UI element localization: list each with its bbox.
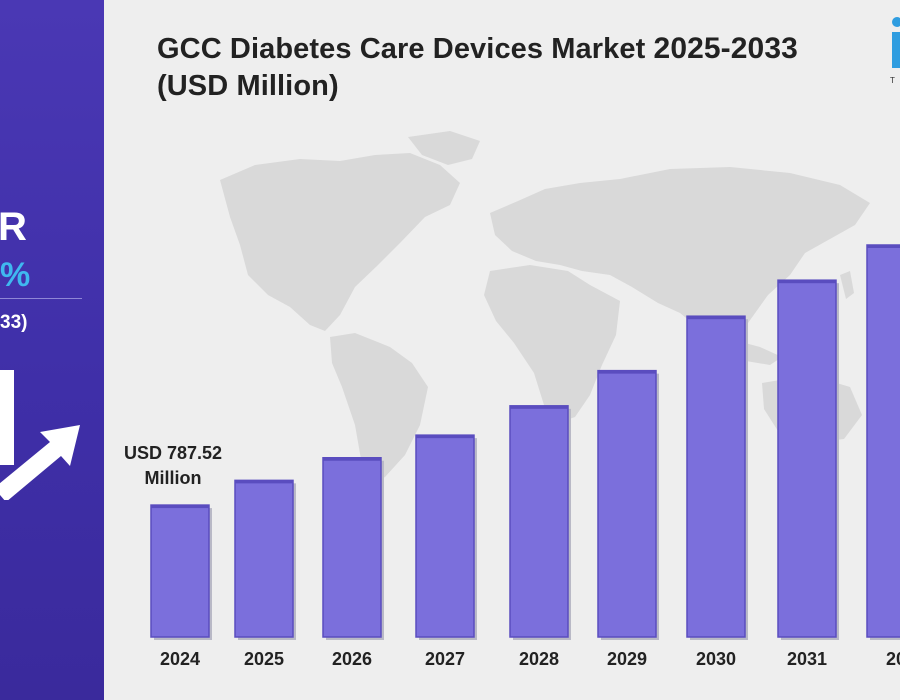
start-value-annotation: USD 787.52 Million: [113, 441, 233, 491]
chart-title-main: GCC Diabetes Care Devices Market: [157, 33, 646, 65]
cagr-divider: [0, 298, 82, 299]
cagr-panel: R % 33): [0, 0, 104, 700]
bar-cap: [687, 316, 745, 320]
x-tick-label: 2029: [607, 649, 647, 669]
bar-2032: [866, 244, 900, 640]
bar-2027: [415, 434, 477, 640]
bar-body: [322, 457, 382, 638]
bar-cap: [235, 480, 293, 484]
chart-title: GCC Diabetes Care Devices Market 2025-20…: [157, 30, 798, 105]
bar-body: [597, 369, 657, 638]
bar-2029: [597, 369, 659, 640]
x-tick-labels: 2024 2025 2026 2027 2028 2029 2030 2031 20: [160, 649, 900, 669]
brand-logo-tagline: T: [890, 76, 895, 83]
x-tick-label: 2026: [332, 649, 372, 669]
bar-cap: [151, 505, 209, 509]
bar-2024: [150, 504, 212, 640]
brand-logo-icon: T: [890, 17, 900, 83]
chart-title-years: 2025-2033: [653, 32, 798, 65]
chart-subtitle: (USD Million): [157, 70, 339, 102]
bar-body: [234, 479, 294, 638]
annotation-line-2: Million: [144, 468, 202, 488]
bar-body: [509, 405, 569, 638]
bar-body: [777, 279, 837, 638]
growth-arrow-icon: [0, 370, 80, 500]
bar-body: [686, 315, 746, 638]
bar-2031: [777, 279, 839, 640]
x-tick-label: 2025: [244, 649, 284, 669]
bar-body: [866, 244, 900, 638]
x-tick-label: 20: [886, 649, 900, 669]
bar-cap: [778, 280, 836, 284]
bar-cap: [510, 405, 568, 409]
bar-body: [415, 434, 475, 638]
annotation-line-1: USD 787.52: [123, 443, 223, 463]
cagr-label: R: [0, 205, 27, 249]
world-map-icon: [220, 131, 870, 487]
x-tick-label: 2027: [425, 649, 465, 669]
cagr-period: 33): [0, 312, 28, 333]
bar-cap: [867, 245, 900, 248]
x-tick-label: 2028: [519, 649, 559, 669]
bar-body: [150, 504, 210, 638]
bar-cap: [323, 457, 381, 461]
bar-2026: [322, 457, 384, 640]
bar-cap: [416, 435, 474, 439]
bar-2030: [686, 315, 748, 640]
bar-2028: [509, 405, 571, 640]
x-tick-label: 2031: [787, 649, 827, 669]
bar-cap: [598, 370, 656, 374]
bar-2025: [234, 479, 296, 640]
x-tick-label: 2024: [160, 649, 200, 669]
cagr-value: %: [0, 256, 31, 294]
bars-group: [150, 244, 900, 640]
x-tick-label: 2030: [696, 649, 736, 669]
